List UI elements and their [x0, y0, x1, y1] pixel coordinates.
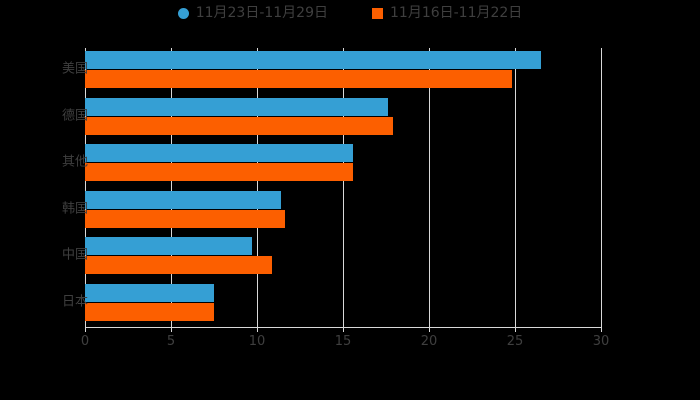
gridline-x-15	[343, 48, 344, 327]
bar-日本-series-2[interactable]	[85, 302, 214, 321]
bar-韩国-series-1[interactable]	[85, 190, 282, 209]
legend-item-series-2[interactable]: 11月16日-11月22日	[372, 6, 522, 20]
bar-group	[85, 281, 601, 328]
legend-marker-circle-icon	[177, 7, 189, 19]
x-tick-label-15: 15	[334, 334, 352, 349]
legend-item-series-1[interactable]: 11月23日-11月29日	[177, 5, 328, 21]
x-tick-label-25: 25	[506, 334, 524, 349]
bar-美国-series-1[interactable]	[85, 51, 541, 69]
bar-日本-series-1[interactable]	[85, 283, 214, 302]
gridline-x-5	[171, 48, 172, 327]
y-axis-label-日本: 日本	[61, 294, 88, 310]
gridline-x-30	[601, 48, 602, 327]
x-tick-0	[85, 327, 86, 332]
bar-group	[85, 234, 601, 281]
bar-group	[85, 141, 601, 188]
y-axis-label-美国: 美国	[61, 61, 88, 77]
bar-group	[85, 188, 601, 235]
bar-美国-series-2[interactable]	[85, 70, 512, 88]
bar-韩国-series-2[interactable]	[85, 209, 285, 228]
x-tick-label-10: 10	[248, 334, 266, 349]
bar-德国-series-1[interactable]	[85, 97, 388, 116]
x-tick-15	[343, 327, 344, 332]
x-tick-25	[515, 327, 516, 332]
x-tick-10	[257, 327, 258, 332]
bar-group	[85, 48, 601, 95]
x-tick-label-5: 5	[166, 334, 176, 349]
gridline-x-0	[85, 48, 86, 327]
gridline-x-20	[429, 48, 430, 327]
y-axis-label-中国: 中国	[61, 247, 88, 263]
bar-group	[85, 95, 601, 142]
x-tick-30	[601, 327, 602, 332]
x-tick-5	[171, 327, 172, 332]
x-tick-label-0: 0	[80, 334, 90, 349]
bar-中国-series-1[interactable]	[85, 237, 252, 255]
bar-其他-series-1[interactable]	[85, 144, 354, 162]
gridline-x-25	[515, 48, 516, 327]
y-axis-label-其他: 其他	[61, 154, 88, 170]
bar-其他-series-2[interactable]	[85, 163, 354, 181]
y-axis-label-德国: 德国	[61, 108, 88, 124]
x-tick-label-20: 20	[420, 334, 438, 349]
bar-中国-series-2[interactable]	[85, 256, 273, 274]
plot-area	[85, 48, 602, 328]
x-tick-label-30: 30	[592, 334, 610, 349]
legend-marker-square-icon	[372, 7, 383, 19]
legend-label-series-1: 11月23日-11月29日	[195, 5, 328, 21]
bar-德国-series-2[interactable]	[85, 116, 393, 135]
chart-legend: 11月23日-11月29日 11月16日-11月22日	[0, 6, 700, 20]
legend-label-series-2: 11月16日-11月22日	[390, 5, 523, 21]
x-tick-20	[429, 327, 430, 332]
y-axis-label-韩国: 韩国	[61, 201, 88, 217]
gridline-x-10	[257, 48, 258, 327]
